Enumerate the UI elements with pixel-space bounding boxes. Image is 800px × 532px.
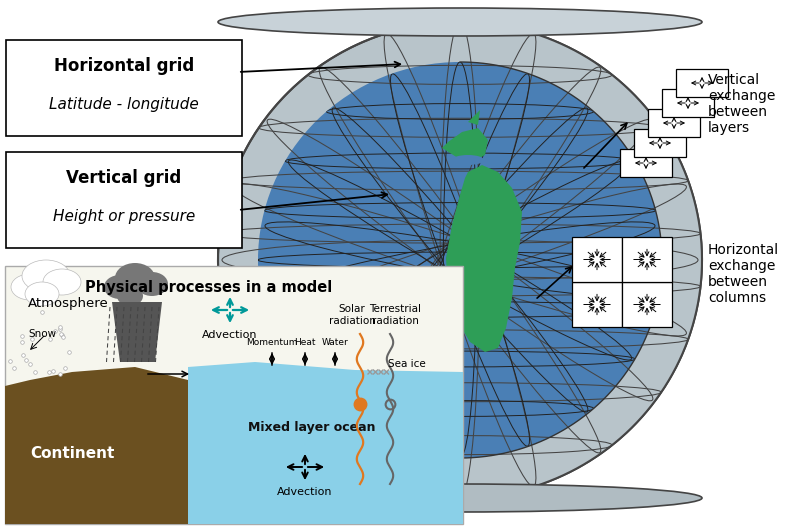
Text: Vertical grid: Vertical grid [66, 169, 182, 187]
Text: Mixed layer ocean: Mixed layer ocean [248, 420, 376, 434]
Bar [5, 266, 463, 524]
Bar [572, 237, 622, 282]
Ellipse shape [117, 286, 143, 306]
Ellipse shape [11, 274, 49, 300]
Text: Advection: Advection [278, 487, 333, 497]
Ellipse shape [104, 275, 136, 299]
Polygon shape [188, 362, 463, 524]
Text: Height or pressure: Height or pressure [53, 209, 195, 223]
Text: Terrestrial
radiation: Terrestrial radiation [369, 304, 421, 326]
Text: Atmosphere: Atmosphere [28, 297, 108, 311]
FancyBboxPatch shape [6, 152, 242, 248]
Bar [662, 89, 714, 117]
Text: Sea ice: Sea ice [388, 359, 426, 369]
Polygon shape [442, 128, 488, 162]
Text: Momentum: Momentum [246, 338, 298, 347]
Text: Physical processes in a model: Physical processes in a model [86, 280, 333, 295]
FancyBboxPatch shape [6, 40, 242, 136]
Polygon shape [112, 302, 162, 362]
Ellipse shape [22, 260, 70, 292]
Text: Continent: Continent [30, 446, 114, 461]
Text: Heat: Heat [294, 338, 316, 347]
Text: Solar
radiation: Solar radiation [329, 304, 375, 326]
Bar [634, 129, 686, 157]
Bar [622, 237, 672, 282]
Ellipse shape [218, 22, 702, 498]
Text: Latitude - longitude: Latitude - longitude [49, 96, 199, 112]
Ellipse shape [43, 269, 81, 295]
Text: Vertical
exchange
between
layers: Vertical exchange between layers [708, 73, 775, 135]
Polygon shape [468, 110, 480, 125]
Ellipse shape [218, 8, 702, 36]
Ellipse shape [258, 62, 662, 458]
Text: Horizontal
exchange
between
columns: Horizontal exchange between columns [708, 243, 779, 305]
Polygon shape [5, 367, 188, 524]
Bar [622, 282, 672, 327]
Ellipse shape [25, 282, 59, 306]
Polygon shape [446, 165, 522, 352]
Polygon shape [460, 22, 702, 498]
Ellipse shape [452, 155, 484, 165]
Text: Horizontal grid: Horizontal grid [54, 57, 194, 75]
Ellipse shape [115, 263, 155, 293]
Ellipse shape [218, 484, 702, 512]
Text: Water: Water [322, 338, 348, 347]
Bar [648, 109, 700, 137]
Text: Snow: Snow [28, 329, 56, 339]
Text: Advection: Advection [202, 330, 258, 340]
Bar [676, 69, 728, 97]
Bar [572, 282, 622, 327]
Bar [620, 149, 672, 177]
Ellipse shape [136, 272, 168, 296]
